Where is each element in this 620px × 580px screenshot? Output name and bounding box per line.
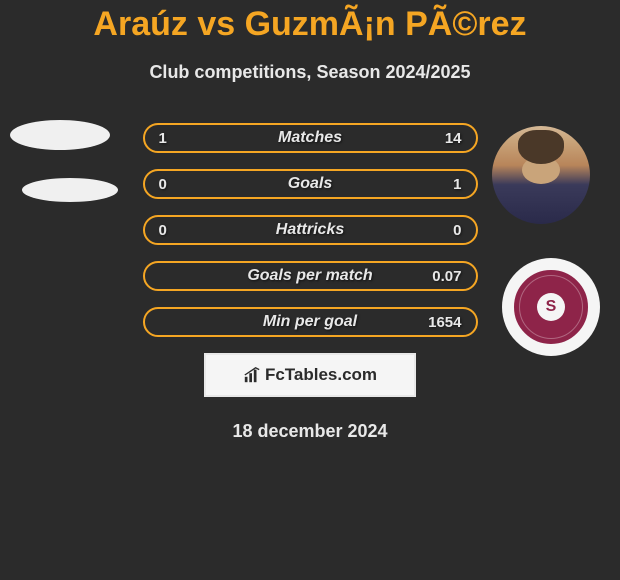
player-avatar-right [492, 126, 590, 224]
club-badge-inner: S [512, 268, 590, 346]
stat-label: Hattricks [276, 221, 344, 239]
stat-row-hattricks: 0 Hattricks 0 [143, 215, 478, 245]
stat-left-value: 1 [159, 130, 167, 147]
club-badge-left [22, 178, 118, 202]
stat-row-matches: 1 Matches 14 [143, 123, 478, 153]
brand-box: FcTables.com [204, 353, 416, 397]
stat-right-value: 1654 [428, 314, 461, 331]
page-title: Araúz vs GuzmÃ¡n PÃ©rez [0, 5, 620, 44]
stat-left-value: 0 [159, 176, 167, 193]
stat-right-value: 0.07 [432, 268, 461, 285]
stat-row-min-per-goal: Min per goal 1654 [143, 307, 478, 337]
stat-label: Min per goal [263, 313, 357, 331]
stat-row-goals: 0 Goals 1 [143, 169, 478, 199]
club-badge-right: S [502, 258, 600, 356]
stat-label: Goals per match [247, 267, 372, 285]
stat-label: Goals [288, 175, 332, 193]
player-avatar-left [10, 120, 110, 150]
page-subtitle: Club competitions, Season 2024/2025 [0, 62, 620, 83]
stat-right-value: 1 [453, 176, 461, 193]
club-badge-letter: S [537, 293, 565, 321]
stat-label: Matches [278, 129, 342, 147]
chart-icon [243, 366, 261, 384]
stat-right-value: 14 [445, 130, 462, 147]
stat-right-value: 0 [453, 222, 461, 239]
brand-text: FcTables.com [265, 365, 377, 385]
stat-row-goals-per-match: Goals per match 0.07 [143, 261, 478, 291]
date-label: 18 december 2024 [0, 421, 620, 442]
stat-left-value: 0 [159, 222, 167, 239]
